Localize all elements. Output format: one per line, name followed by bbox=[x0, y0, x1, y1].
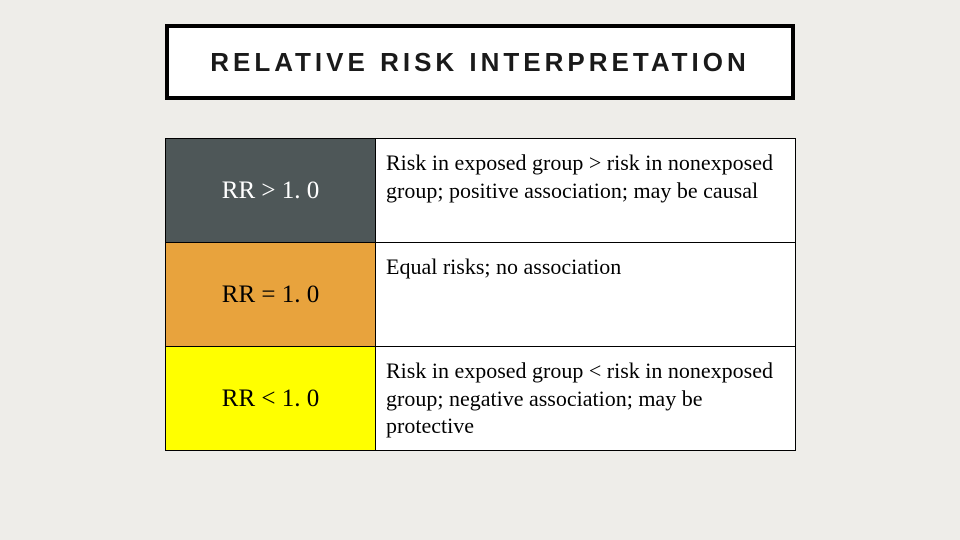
rr-label-eq1: RR = 1. 0 bbox=[166, 243, 376, 347]
table-row: RR = 1. 0 Equal risks; no association bbox=[166, 243, 796, 347]
title-box: RELATIVE RISK INTERPRETATION bbox=[165, 24, 795, 100]
table-row: RR < 1. 0 Risk in exposed group < risk i… bbox=[166, 347, 796, 451]
rr-desc-eq1: Equal risks; no association bbox=[376, 243, 796, 347]
rr-label-gt1: RR > 1. 0 bbox=[166, 139, 376, 243]
rr-label-lt1: RR < 1. 0 bbox=[166, 347, 376, 451]
table-row: RR > 1. 0 Risk in exposed group > risk i… bbox=[166, 139, 796, 243]
interpretation-table-wrap: RR > 1. 0 Risk in exposed group > risk i… bbox=[165, 138, 795, 451]
interpretation-table: RR > 1. 0 Risk in exposed group > risk i… bbox=[165, 138, 796, 451]
rr-desc-gt1: Risk in exposed group > risk in nonexpos… bbox=[376, 139, 796, 243]
page-title: RELATIVE RISK INTERPRETATION bbox=[210, 47, 750, 78]
rr-desc-lt1: Risk in exposed group < risk in nonexpos… bbox=[376, 347, 796, 451]
